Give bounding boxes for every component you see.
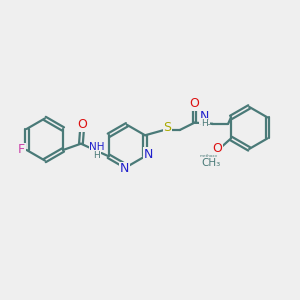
Text: methoxy: methoxy [200,154,218,158]
Text: CH₃: CH₃ [201,158,220,168]
Text: N: N [143,148,153,161]
Text: F: F [18,143,25,157]
Text: NH: NH [89,142,105,152]
Text: N: N [200,110,209,123]
Text: O: O [190,97,200,110]
Text: S: S [163,122,171,134]
Text: O: O [212,142,222,155]
Text: H: H [201,119,208,128]
Text: H: H [94,151,100,160]
Text: O: O [77,118,87,131]
Text: N: N [120,162,129,176]
